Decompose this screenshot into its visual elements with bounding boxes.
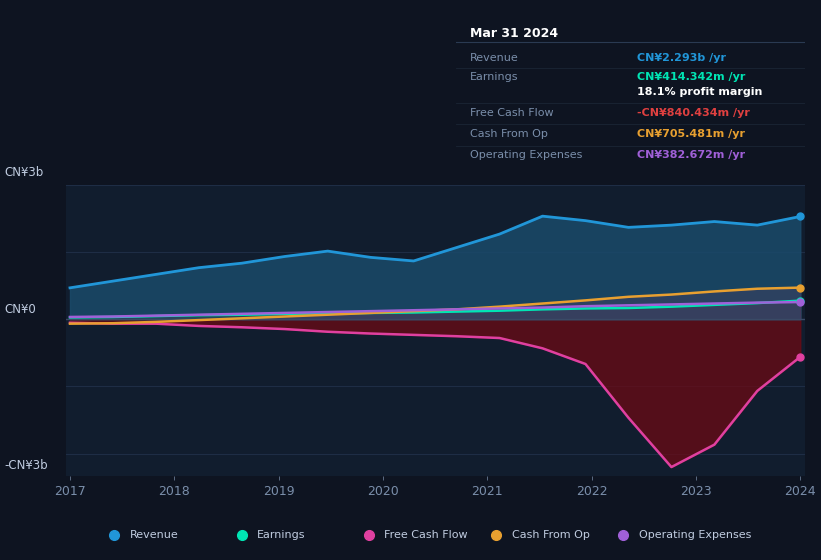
Text: Revenue: Revenue [470,53,518,63]
Text: Mar 31 2024: Mar 31 2024 [470,27,557,40]
Text: Revenue: Revenue [130,530,178,540]
Text: -CN¥3b: -CN¥3b [4,459,48,472]
Text: Operating Expenses: Operating Expenses [639,530,751,540]
Text: CN¥705.481m /yr: CN¥705.481m /yr [637,129,745,139]
Text: Free Cash Flow: Free Cash Flow [470,108,553,118]
Text: CN¥382.672m /yr: CN¥382.672m /yr [637,151,745,160]
Text: Free Cash Flow: Free Cash Flow [384,530,468,540]
Text: CN¥3b: CN¥3b [4,166,44,179]
Text: Earnings: Earnings [470,72,518,82]
Text: CN¥2.293b /yr: CN¥2.293b /yr [637,53,726,63]
Text: CN¥0: CN¥0 [4,304,36,316]
Text: Earnings: Earnings [257,530,305,540]
Text: -CN¥840.434m /yr: -CN¥840.434m /yr [637,108,750,118]
Text: Operating Expenses: Operating Expenses [470,151,582,160]
Text: CN¥414.342m /yr: CN¥414.342m /yr [637,72,745,82]
Text: 18.1% profit margin: 18.1% profit margin [637,87,763,97]
Text: Cash From Op: Cash From Op [511,530,589,540]
Text: Cash From Op: Cash From Op [470,129,548,139]
